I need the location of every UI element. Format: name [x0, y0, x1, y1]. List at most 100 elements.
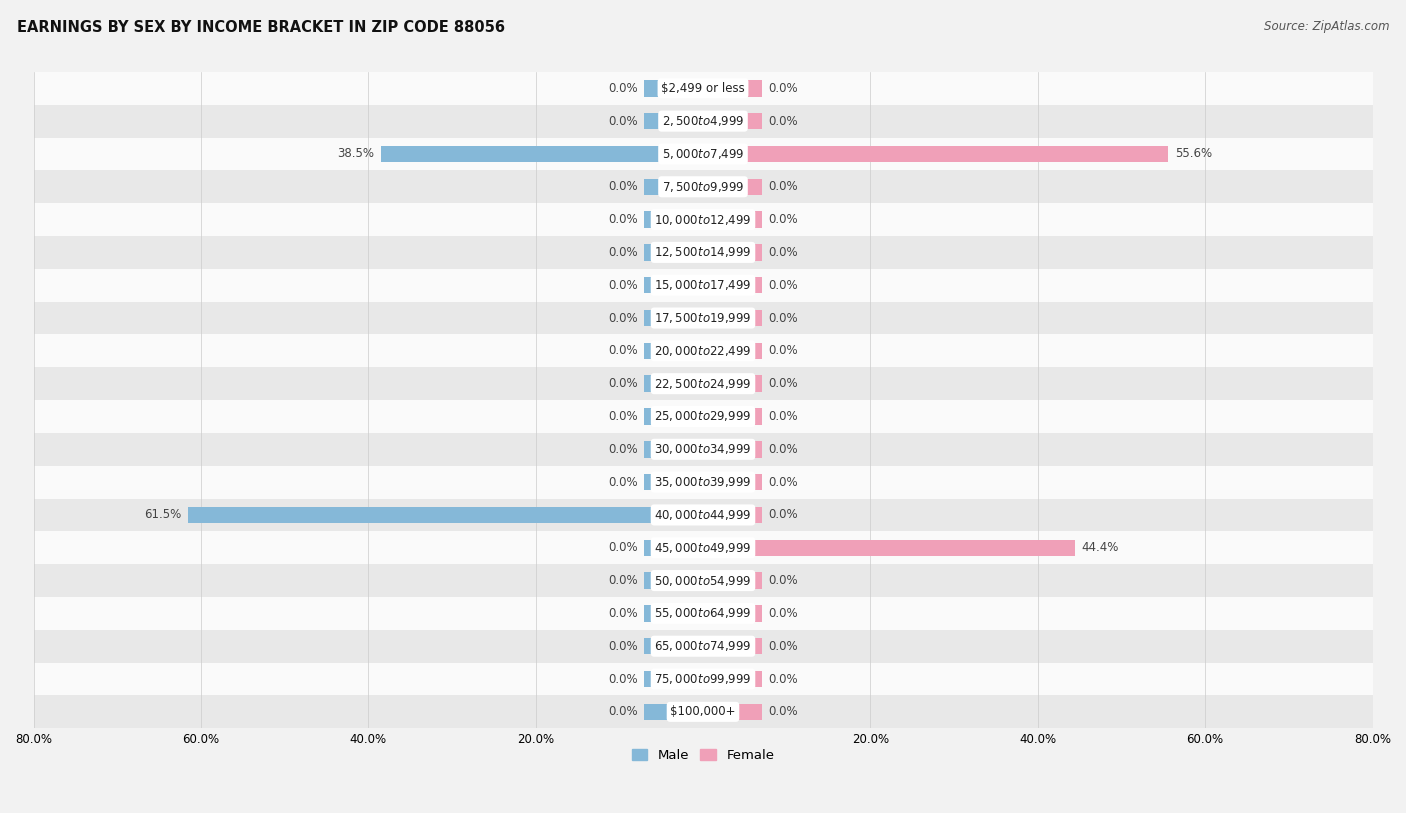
- Text: 0.0%: 0.0%: [609, 345, 638, 358]
- Text: 0.0%: 0.0%: [768, 672, 797, 685]
- Text: $65,000 to $74,999: $65,000 to $74,999: [654, 639, 752, 653]
- Bar: [644, 211, 703, 228]
- Bar: [703, 376, 762, 392]
- Bar: [34, 564, 1372, 597]
- Bar: [188, 506, 703, 523]
- Bar: [644, 703, 703, 720]
- Bar: [644, 441, 703, 458]
- Text: $35,000 to $39,999: $35,000 to $39,999: [654, 475, 752, 489]
- Text: 38.5%: 38.5%: [337, 147, 374, 160]
- Bar: [703, 540, 1074, 556]
- Bar: [34, 630, 1372, 663]
- Legend: Male, Female: Male, Female: [626, 744, 780, 767]
- Text: $50,000 to $54,999: $50,000 to $54,999: [654, 574, 752, 588]
- Bar: [644, 277, 703, 293]
- Bar: [703, 703, 762, 720]
- Text: $40,000 to $44,999: $40,000 to $44,999: [654, 508, 752, 522]
- Bar: [703, 277, 762, 293]
- Text: 0.0%: 0.0%: [609, 82, 638, 95]
- Bar: [34, 72, 1372, 105]
- Bar: [34, 137, 1372, 171]
- Text: 0.0%: 0.0%: [768, 508, 797, 521]
- Bar: [703, 146, 1168, 162]
- Bar: [34, 334, 1372, 367]
- Text: 0.0%: 0.0%: [768, 345, 797, 358]
- Text: 0.0%: 0.0%: [609, 377, 638, 390]
- Bar: [703, 113, 762, 129]
- Text: 44.4%: 44.4%: [1081, 541, 1119, 554]
- Text: 0.0%: 0.0%: [768, 115, 797, 128]
- Bar: [34, 203, 1372, 236]
- Text: $17,500 to $19,999: $17,500 to $19,999: [654, 311, 752, 325]
- Text: $15,000 to $17,499: $15,000 to $17,499: [654, 278, 752, 292]
- Bar: [644, 310, 703, 326]
- Text: 0.0%: 0.0%: [768, 476, 797, 489]
- Bar: [34, 695, 1372, 728]
- Text: 0.0%: 0.0%: [609, 410, 638, 423]
- Text: 55.6%: 55.6%: [1175, 147, 1212, 160]
- Bar: [703, 638, 762, 654]
- Bar: [703, 605, 762, 622]
- Bar: [703, 342, 762, 359]
- Bar: [644, 540, 703, 556]
- Text: $20,000 to $22,499: $20,000 to $22,499: [654, 344, 752, 358]
- Text: 0.0%: 0.0%: [768, 82, 797, 95]
- Bar: [34, 597, 1372, 630]
- Bar: [34, 236, 1372, 269]
- Text: $45,000 to $49,999: $45,000 to $49,999: [654, 541, 752, 554]
- Text: 0.0%: 0.0%: [768, 443, 797, 456]
- Text: 0.0%: 0.0%: [609, 606, 638, 620]
- Text: $30,000 to $34,999: $30,000 to $34,999: [654, 442, 752, 456]
- Text: 0.0%: 0.0%: [768, 311, 797, 324]
- Text: 0.0%: 0.0%: [609, 246, 638, 259]
- Bar: [644, 572, 703, 589]
- Text: $75,000 to $99,999: $75,000 to $99,999: [654, 672, 752, 686]
- Text: 0.0%: 0.0%: [609, 541, 638, 554]
- Bar: [34, 433, 1372, 466]
- Text: EARNINGS BY SEX BY INCOME BRACKET IN ZIP CODE 88056: EARNINGS BY SEX BY INCOME BRACKET IN ZIP…: [17, 20, 505, 35]
- Bar: [644, 474, 703, 490]
- Text: $7,500 to $9,999: $7,500 to $9,999: [662, 180, 744, 193]
- Text: 0.0%: 0.0%: [768, 410, 797, 423]
- Bar: [644, 671, 703, 687]
- Bar: [703, 671, 762, 687]
- Text: 0.0%: 0.0%: [768, 279, 797, 292]
- Bar: [703, 506, 762, 523]
- Text: 0.0%: 0.0%: [609, 279, 638, 292]
- Text: 0.0%: 0.0%: [609, 672, 638, 685]
- Text: 0.0%: 0.0%: [768, 246, 797, 259]
- Bar: [34, 532, 1372, 564]
- Text: 0.0%: 0.0%: [609, 706, 638, 719]
- Text: $25,000 to $29,999: $25,000 to $29,999: [654, 410, 752, 424]
- Bar: [644, 408, 703, 424]
- Text: 0.0%: 0.0%: [609, 115, 638, 128]
- Text: 0.0%: 0.0%: [609, 476, 638, 489]
- Text: $55,000 to $64,999: $55,000 to $64,999: [654, 606, 752, 620]
- Text: 0.0%: 0.0%: [768, 180, 797, 193]
- Text: 0.0%: 0.0%: [768, 606, 797, 620]
- Text: 0.0%: 0.0%: [609, 443, 638, 456]
- Bar: [34, 269, 1372, 302]
- Text: $10,000 to $12,499: $10,000 to $12,499: [654, 212, 752, 227]
- Bar: [703, 310, 762, 326]
- Bar: [34, 171, 1372, 203]
- Bar: [34, 663, 1372, 695]
- Text: Source: ZipAtlas.com: Source: ZipAtlas.com: [1264, 20, 1389, 33]
- Bar: [644, 638, 703, 654]
- Bar: [703, 572, 762, 589]
- Bar: [34, 105, 1372, 137]
- Bar: [644, 80, 703, 97]
- Bar: [644, 376, 703, 392]
- Text: 0.0%: 0.0%: [768, 640, 797, 653]
- Text: 0.0%: 0.0%: [609, 180, 638, 193]
- Bar: [34, 302, 1372, 334]
- Bar: [703, 474, 762, 490]
- Text: $22,500 to $24,999: $22,500 to $24,999: [654, 376, 752, 391]
- Text: 0.0%: 0.0%: [768, 574, 797, 587]
- Bar: [644, 179, 703, 195]
- Bar: [703, 244, 762, 261]
- Bar: [703, 179, 762, 195]
- Text: 0.0%: 0.0%: [768, 377, 797, 390]
- Bar: [381, 146, 703, 162]
- Text: 0.0%: 0.0%: [768, 213, 797, 226]
